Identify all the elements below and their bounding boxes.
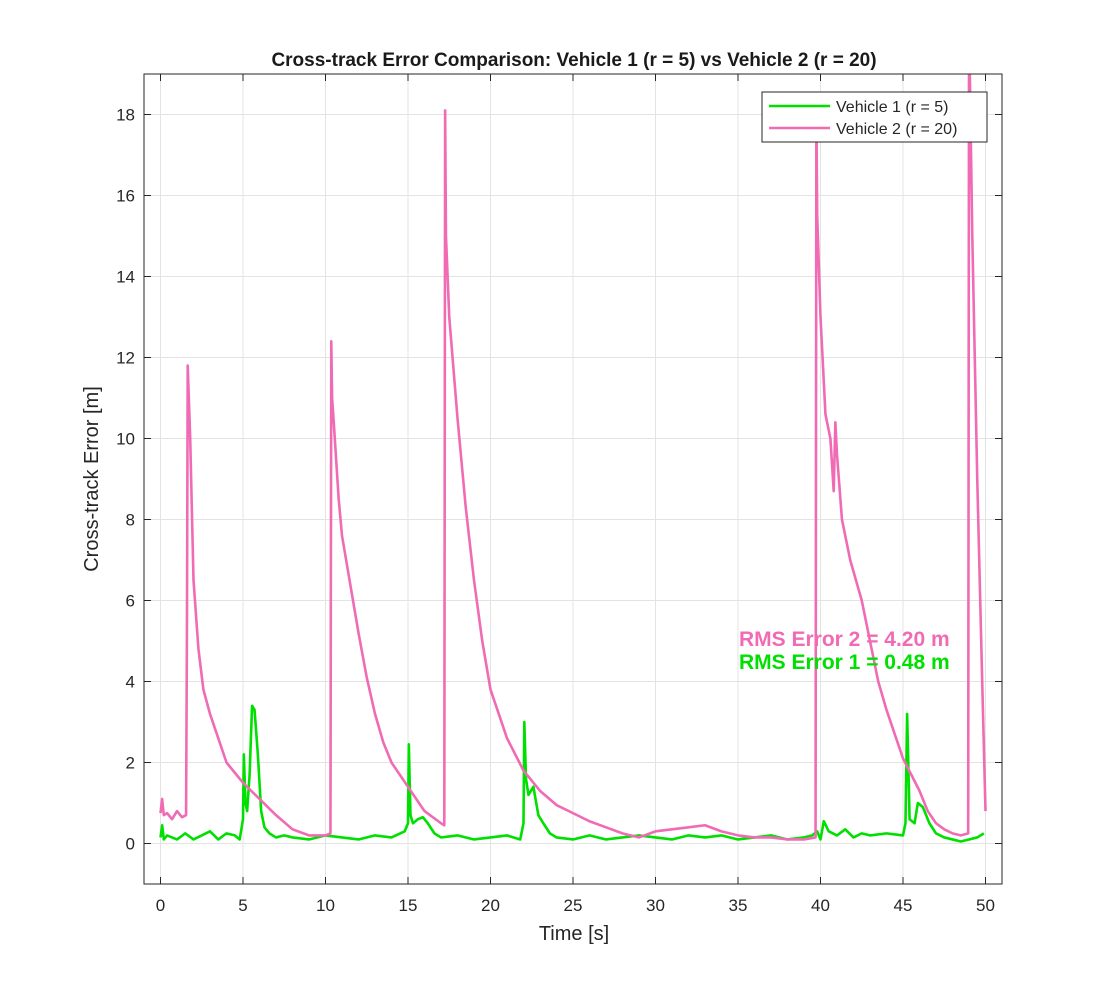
x-tick-label: 30	[646, 896, 665, 915]
x-tick-label: 10	[316, 896, 335, 915]
legend-entry-label: Vehicle 1 (r = 5)	[836, 99, 949, 116]
plot-area: 0 5 10 15 20 25 30 35 40 45 50 0 2 4 6 8 10 12 14 16 18	[116, 73, 1003, 915]
x-tick-label: 40	[811, 896, 830, 915]
legend[interactable]: Vehicle 1 (r = 5) Vehicle 2 (r = 20)	[761, 91, 988, 143]
series-line-vehicle-2	[159, 74, 987, 841]
x-tick-label: 0	[156, 896, 165, 915]
x-tick-label: 35	[729, 896, 748, 915]
legend-box	[761, 91, 988, 143]
y-tick-label: 0	[126, 835, 135, 854]
x-tick-label: 5	[238, 896, 247, 915]
y-tick-label: 12	[116, 349, 135, 368]
y-tick-label: 2	[126, 754, 135, 773]
x-tick-label: 20	[481, 896, 500, 915]
x-tick-label: 50	[976, 896, 995, 915]
rms-annotation: RMS Error 1 = 0.48 m	[739, 651, 950, 674]
legend-entry-label: Vehicle 2 (r = 20)	[836, 121, 957, 138]
x-tick-label: 45	[894, 896, 913, 915]
x-axis-label: Time [s]	[539, 923, 609, 945]
y-tick-label: 8	[126, 511, 135, 530]
x-tick-label: 15	[399, 896, 418, 915]
rms-annotation: RMS Error 2 = 4.20 m	[739, 628, 950, 651]
y-tick-label: 16	[116, 187, 135, 206]
y-tick-label: 10	[116, 430, 135, 449]
series-lines	[159, 74, 987, 843]
chart-title: Cross-track Error Comparison: Vehicle 1 …	[271, 50, 876, 71]
x-tick-label: 25	[564, 896, 583, 915]
series-line-vehicle-1	[159, 704, 985, 843]
grid	[144, 74, 1002, 884]
axis-ticks: 0 5 10 15 20 25 30 35 40 45 50 0 2 4 6 8 10 12 14 16 18	[116, 74, 1002, 915]
y-tick-label: 6	[126, 592, 135, 611]
y-tick-label: 18	[116, 106, 135, 125]
y-tick-label: 4	[126, 673, 135, 692]
y-tick-label: 14	[116, 268, 135, 287]
y-axis-label: Cross-track Error [m]	[81, 386, 103, 572]
